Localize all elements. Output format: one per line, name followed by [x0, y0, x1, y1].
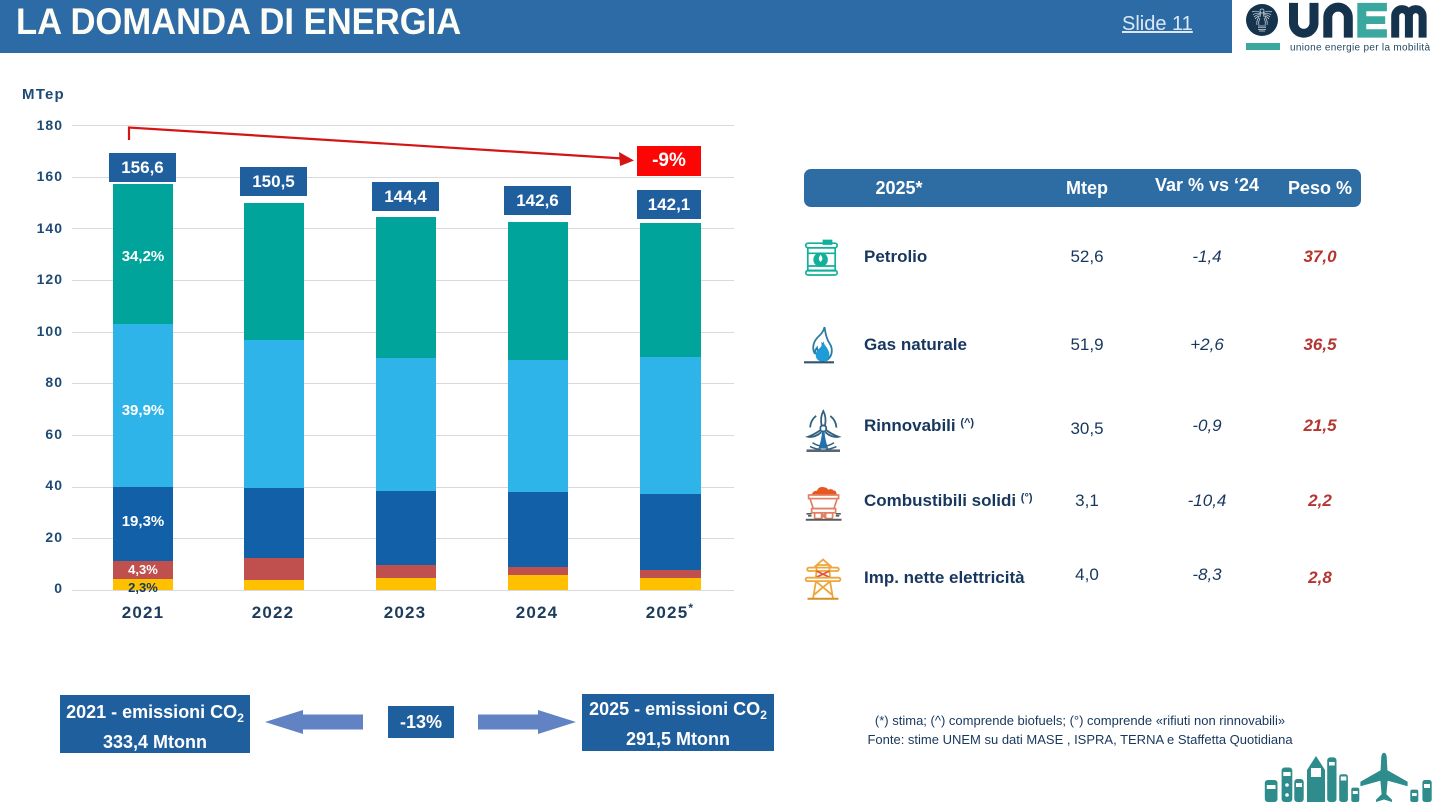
svg-text:unione energie per la mobilità: unione energie per la mobilità: [1290, 43, 1430, 54]
